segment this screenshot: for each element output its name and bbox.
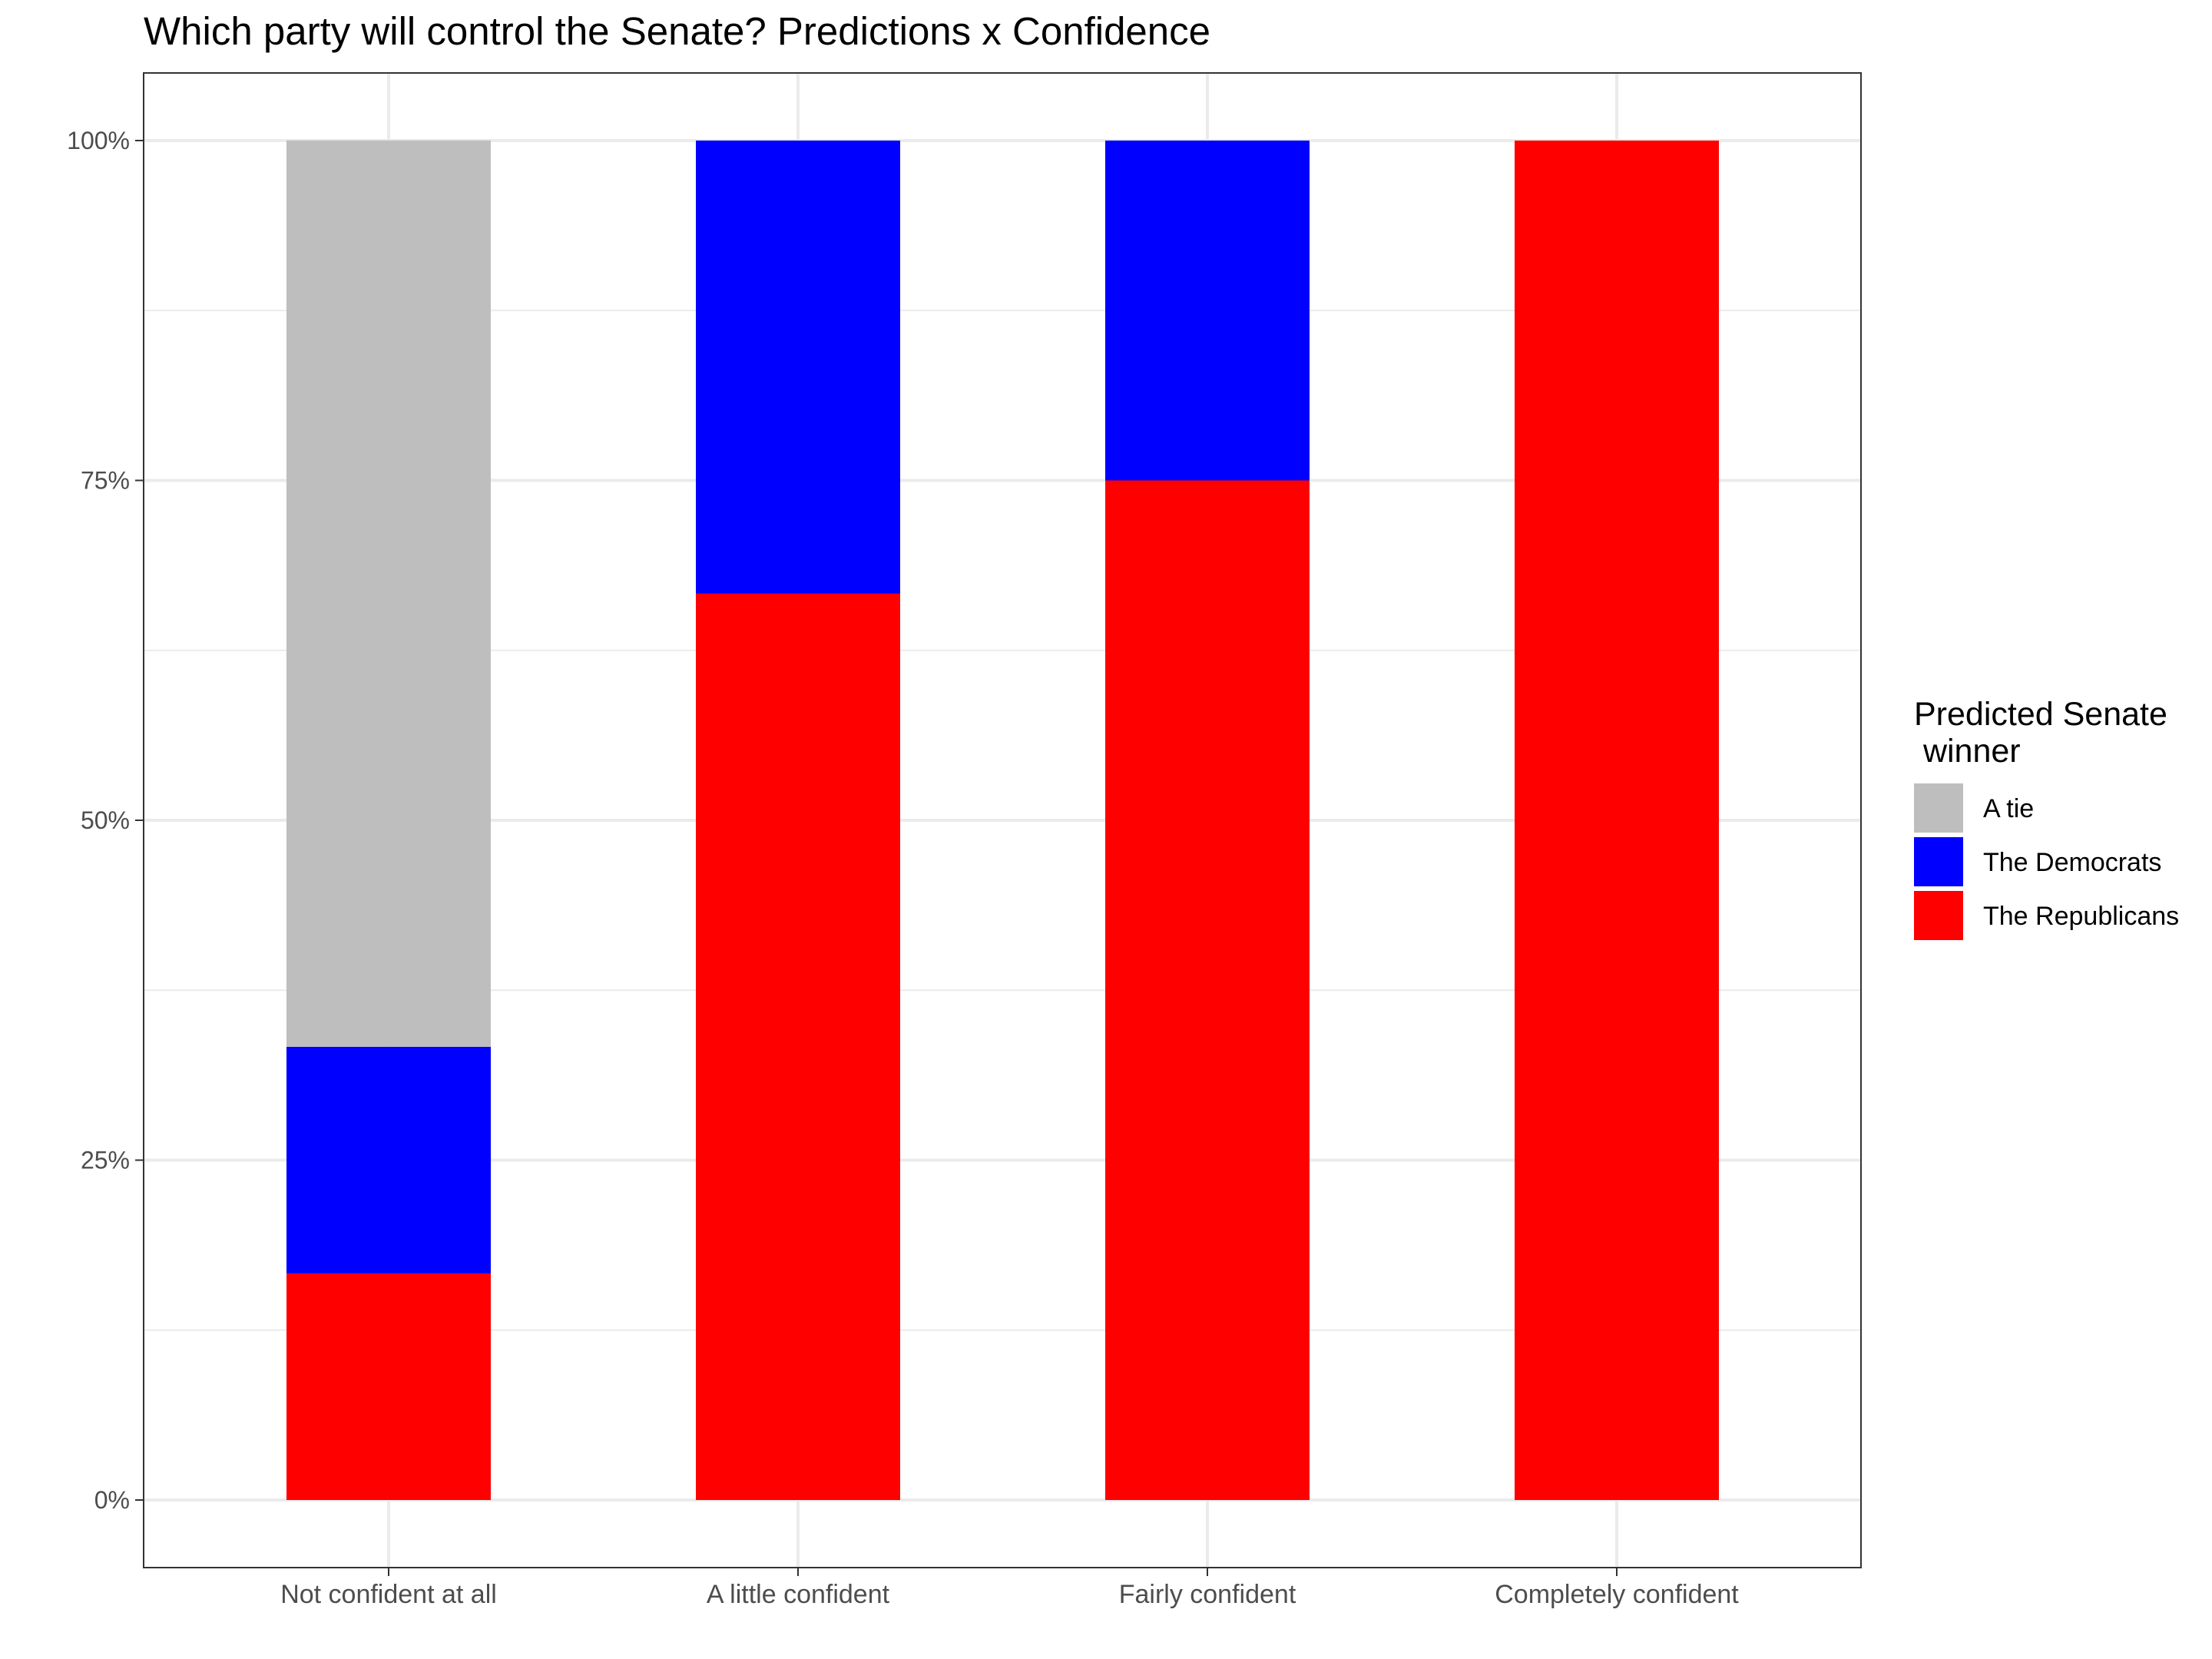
- bars: [286, 140, 1719, 1501]
- y-tick-label: 75%: [81, 467, 130, 495]
- chart-title: Which party will control the Senate? Pre…: [144, 9, 1210, 53]
- legend-swatch: [1914, 783, 1963, 833]
- bar-segment: [1105, 480, 1310, 1500]
- legend-label: The Democrats: [1983, 848, 2161, 877]
- x-tick-label: A little confident: [707, 1580, 890, 1609]
- x-tick-label: Completely confident: [1495, 1580, 1739, 1609]
- x-tick-label: Not confident at all: [280, 1580, 497, 1609]
- bar-segment: [696, 593, 900, 1501]
- bar-segment: [696, 141, 900, 594]
- y-tick-label: 25%: [81, 1147, 130, 1174]
- legend-label: A tie: [1983, 794, 2034, 823]
- y-axis: 0% 25% 50% 75% 100%: [67, 127, 144, 1514]
- legend-title-line1: Predicted Senate: [1914, 696, 2167, 733]
- bar-segment: [1515, 141, 1719, 1500]
- bar-segment: [286, 1273, 491, 1500]
- legend-title-line2: winner: [1914, 733, 2021, 770]
- y-tick-label: 0%: [94, 1486, 130, 1514]
- bar-segment: [1105, 141, 1310, 481]
- legend: Predicted Senate winner A tie The Democra…: [1914, 696, 2179, 940]
- y-tick-label: 50%: [81, 806, 130, 834]
- legend-label: The Republicans: [1983, 902, 2179, 931]
- bar-segment: [286, 1046, 491, 1273]
- legend-swatch: [1914, 891, 1963, 940]
- x-tick-label: Fairly confident: [1119, 1580, 1296, 1609]
- x-axis: Not confident at all A little confident Fa…: [280, 1568, 1739, 1609]
- legend-items: A tie The Democrats The Republicans: [1914, 783, 2179, 940]
- bar-segment: [286, 140, 491, 1047]
- legend-swatch: [1914, 837, 1963, 886]
- y-tick-label: 100%: [67, 127, 130, 154]
